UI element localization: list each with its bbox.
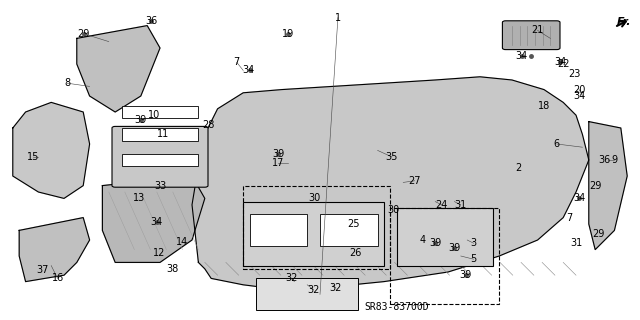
Text: 3: 3 — [470, 238, 477, 248]
Bar — [122, 106, 198, 118]
Text: 31: 31 — [570, 238, 582, 248]
FancyBboxPatch shape — [112, 126, 208, 187]
Text: 27: 27 — [408, 176, 421, 186]
Text: 34: 34 — [242, 65, 255, 76]
Polygon shape — [589, 122, 627, 250]
Text: Fr.: Fr. — [616, 17, 631, 28]
Text: 6: 6 — [554, 139, 560, 149]
Bar — [397, 208, 493, 266]
Text: 34: 34 — [573, 91, 586, 101]
Text: 7: 7 — [234, 57, 240, 68]
FancyBboxPatch shape — [502, 21, 560, 50]
Bar — [250, 214, 307, 246]
Text: 11: 11 — [157, 129, 170, 140]
Text: 14: 14 — [176, 236, 189, 247]
Text: 1: 1 — [335, 12, 341, 23]
Bar — [256, 278, 358, 310]
Text: 21: 21 — [531, 25, 544, 36]
Bar — [320, 214, 378, 246]
Text: 9: 9 — [611, 155, 618, 165]
Text: 32: 32 — [285, 273, 298, 284]
Text: 23: 23 — [568, 68, 581, 79]
Text: 10: 10 — [147, 110, 160, 120]
Text: 15: 15 — [27, 152, 40, 162]
Text: 34: 34 — [150, 217, 163, 228]
Text: 39: 39 — [460, 270, 472, 280]
Text: 29: 29 — [589, 180, 602, 191]
Text: 12: 12 — [152, 248, 165, 258]
Bar — [390, 208, 499, 304]
Text: 30: 30 — [387, 204, 400, 215]
Text: 39: 39 — [134, 115, 147, 125]
Text: 18: 18 — [538, 100, 550, 111]
Text: 7: 7 — [566, 212, 573, 223]
Text: 19: 19 — [282, 28, 294, 39]
Text: 29: 29 — [592, 228, 605, 239]
Bar — [243, 202, 384, 266]
Text: 34: 34 — [554, 57, 566, 68]
Text: 36: 36 — [598, 155, 611, 165]
Bar — [243, 186, 390, 269]
Text: 22: 22 — [557, 59, 570, 69]
Polygon shape — [19, 218, 90, 282]
Polygon shape — [13, 102, 90, 198]
Text: SR83-83700D: SR83-83700D — [365, 302, 429, 312]
Text: 4: 4 — [419, 235, 426, 245]
Text: 28: 28 — [202, 120, 214, 130]
Text: 39: 39 — [448, 243, 461, 253]
Text: 39: 39 — [429, 238, 442, 248]
Text: 13: 13 — [133, 193, 146, 204]
Text: 35: 35 — [385, 152, 398, 162]
Polygon shape — [102, 176, 205, 262]
Text: 25: 25 — [348, 219, 360, 229]
Text: 32: 32 — [307, 284, 320, 295]
Text: 24: 24 — [435, 200, 448, 210]
Text: 16: 16 — [51, 273, 64, 284]
Text: 31: 31 — [454, 200, 467, 210]
Text: 29: 29 — [77, 28, 90, 39]
Polygon shape — [77, 26, 160, 112]
Text: 17: 17 — [272, 158, 285, 168]
Text: 34: 34 — [515, 51, 528, 61]
Text: 30: 30 — [308, 193, 321, 204]
Text: 26: 26 — [349, 248, 362, 258]
Text: 8: 8 — [64, 78, 70, 88]
Text: 33: 33 — [154, 180, 166, 191]
Text: 2: 2 — [515, 163, 522, 173]
Text: 20: 20 — [573, 84, 586, 95]
Text: 32: 32 — [330, 283, 342, 293]
Text: 37: 37 — [36, 265, 49, 276]
Text: 38: 38 — [166, 264, 179, 274]
Text: 5: 5 — [470, 254, 477, 264]
Bar — [122, 154, 198, 166]
Text: 36: 36 — [145, 16, 158, 26]
Text: 34: 34 — [573, 193, 586, 204]
Bar — [122, 128, 198, 141]
Polygon shape — [192, 77, 589, 288]
Text: 39: 39 — [272, 148, 285, 159]
